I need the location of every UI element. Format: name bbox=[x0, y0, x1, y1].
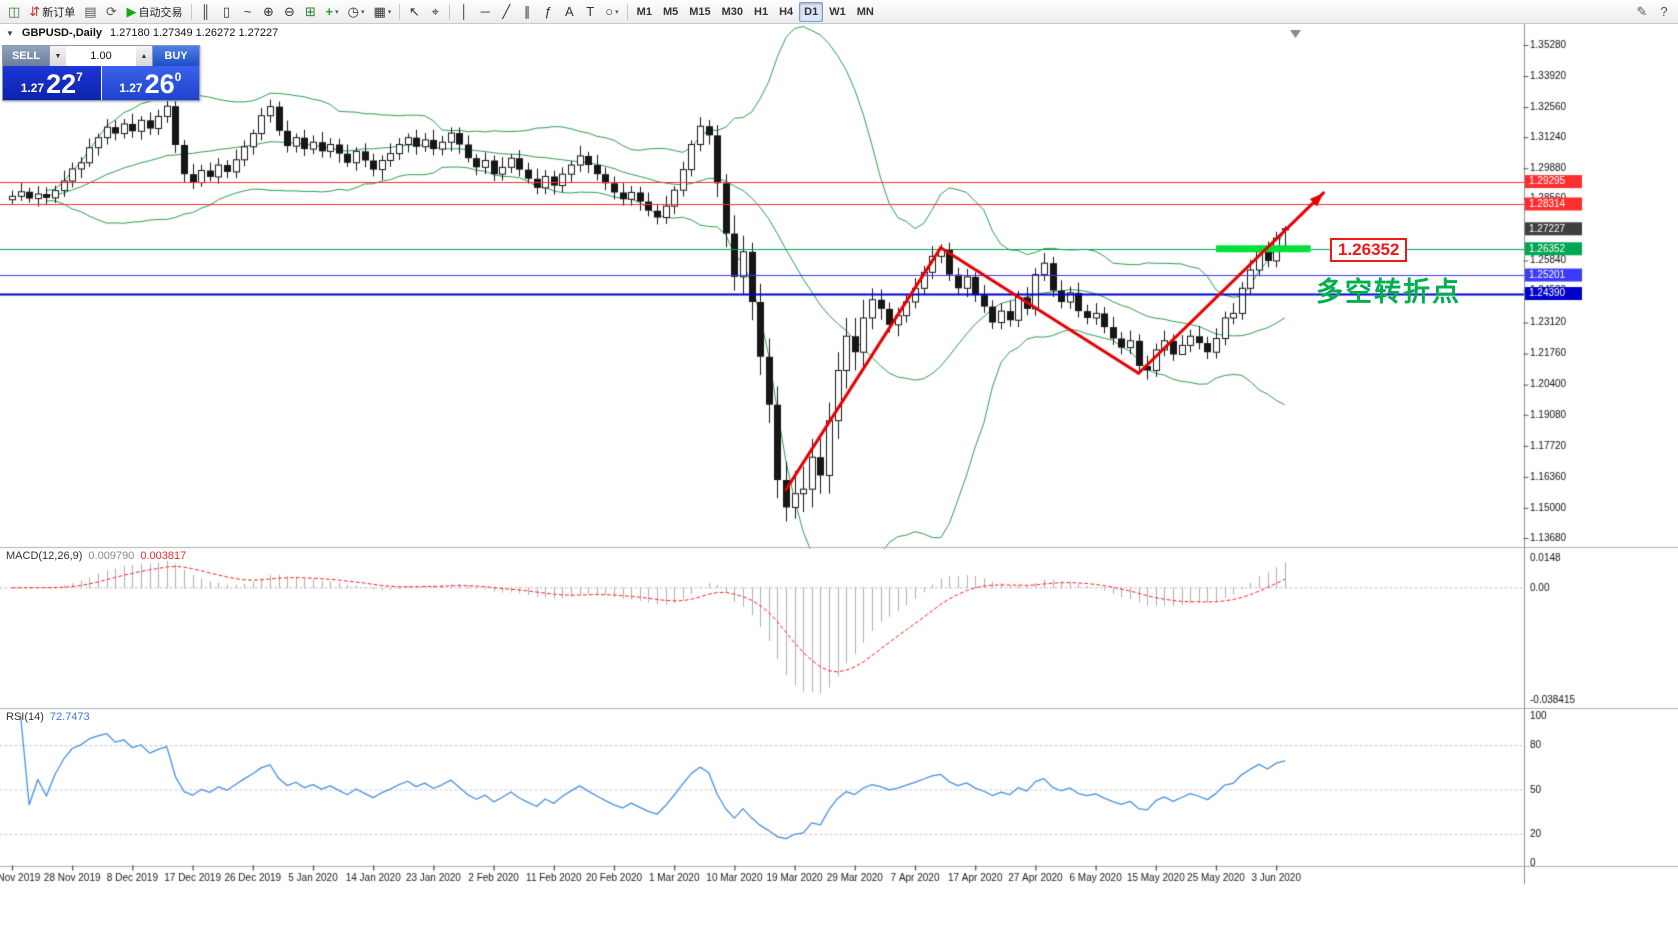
trade-panel-toggle-icon[interactable]: ▼ bbox=[6, 28, 14, 38]
sell-price-big: 22 bbox=[46, 69, 77, 99]
sell-price-sup: 7 bbox=[76, 70, 83, 84]
text-button[interactable]: A bbox=[559, 2, 579, 22]
toolbar-right-group: ✎? bbox=[1632, 2, 1674, 22]
buy-button[interactable]: BUY bbox=[153, 46, 199, 66]
buy-price-sup: 0 bbox=[174, 70, 182, 84]
macd-value: 0.009790 bbox=[88, 550, 135, 562]
volume-increase-button[interactable]: ▲ bbox=[136, 46, 152, 66]
sell-button[interactable]: SELL bbox=[3, 46, 49, 66]
line-chart-button[interactable]: ~ bbox=[238, 2, 258, 22]
tf-w1-button[interactable]: W1 bbox=[824, 2, 851, 22]
tf-mn-button[interactable]: MN bbox=[852, 2, 879, 22]
support-price-label[interactable]: 1.26352 bbox=[1330, 238, 1408, 262]
chart-canvas[interactable] bbox=[0, 24, 1678, 950]
channel-button[interactable]: ∥ bbox=[517, 2, 537, 22]
rsi-name: RSI(14) bbox=[6, 711, 44, 723]
rsi-indicator-label: RSI(14) 72.7473 bbox=[6, 711, 90, 723]
candlestick-chart-button[interactable]: ▯ bbox=[217, 2, 237, 22]
periods-button[interactable]: ◷ ▾ bbox=[344, 2, 369, 22]
toolbar-separator bbox=[190, 3, 192, 20]
toolbar-separator bbox=[626, 3, 628, 20]
vertical-line-button[interactable]: │ bbox=[454, 2, 474, 22]
volume-spinner: ▼ 1.00 ▲ bbox=[49, 46, 153, 66]
one-click-trading-panel: SELL ▼ 1.00 ▲ BUY 1.27 22 7 1.27 26 0 bbox=[2, 45, 200, 101]
edit-button[interactable]: ✎ bbox=[1632, 2, 1652, 22]
zoom-out-button[interactable]: ⊖ bbox=[280, 2, 300, 22]
auto-trading-button[interactable]: ▶ 自动交易 bbox=[123, 2, 187, 22]
new-chart-button[interactable]: ◫ bbox=[4, 2, 24, 22]
crosshair-button[interactable]: ⌖ bbox=[425, 2, 445, 22]
toolbar-separator bbox=[399, 3, 401, 20]
profiles-button[interactable]: ▤ bbox=[80, 2, 100, 22]
help-button[interactable]: ? bbox=[1654, 2, 1674, 22]
trade-panel-quotes: 1.27 22 7 1.27 26 0 bbox=[3, 66, 199, 100]
indicators-button[interactable]: + ▾ bbox=[322, 2, 343, 22]
zoom-in-button[interactable]: ⊕ bbox=[259, 2, 279, 22]
toolbar: ◫ ⇵ 新订单 ▤ ⟳ ▶ 自动交易 ║ ▯ ~ ⊕ ⊖ ⊞ + ▾ ◷ ▾ ▦ ▾ ↖ ⌖ │ ─ ╱ ∥ ƒ A T ○ ▾ M1 M5 M… bbox=[0, 0, 1678, 24]
sell-price-base: 1.27 bbox=[20, 80, 45, 95]
chart-title: ▼ GBPUSD-,Daily 1.27180 1.27349 1.26272 … bbox=[6, 27, 278, 39]
trendline-button[interactable]: ╱ bbox=[496, 2, 516, 22]
tf-m5-button[interactable]: M5 bbox=[658, 2, 683, 22]
fibonacci-button[interactable]: ƒ bbox=[538, 2, 558, 22]
sell-price-quote[interactable]: 1.27 22 7 bbox=[3, 66, 102, 100]
templates-button[interactable]: ▦ ▾ bbox=[369, 2, 395, 22]
volume-input[interactable]: 1.00 bbox=[66, 46, 136, 66]
horizontal-line-button[interactable]: ─ bbox=[475, 2, 495, 22]
new-order-button[interactable]: ⇵ 新订单 bbox=[25, 2, 79, 22]
bar-chart-button[interactable]: ║ bbox=[196, 2, 216, 22]
turning-point-annotation[interactable]: 多空转折点 bbox=[1316, 277, 1461, 307]
tf-d1-button[interactable]: D1 bbox=[799, 1, 824, 22]
trade-panel-controls: SELL ▼ 1.00 ▲ BUY bbox=[3, 46, 199, 66]
shapes-button[interactable]: ○ ▾ bbox=[601, 2, 622, 22]
rsi-value: 72.7473 bbox=[49, 711, 90, 723]
tile-windows-button[interactable]: ⊞ bbox=[301, 2, 321, 22]
tf-h1-button[interactable]: H1 bbox=[749, 2, 773, 22]
volume-decrease-button[interactable]: ▼ bbox=[50, 46, 66, 66]
toolbar-separator bbox=[449, 3, 451, 20]
macd-signal-value: 0.003817 bbox=[140, 550, 187, 562]
buy-price-quote[interactable]: 1.27 26 0 bbox=[101, 66, 199, 100]
buy-price-big: 26 bbox=[144, 69, 175, 99]
tf-h4-button[interactable]: H4 bbox=[774, 2, 798, 22]
symbol-period-label: GBPUSD-,Daily bbox=[21, 27, 102, 39]
refresh-button[interactable]: ⟳ bbox=[102, 2, 122, 22]
buy-price-base: 1.27 bbox=[119, 80, 143, 95]
macd-indicator-label: MACD(12,26,9) 0.009790 0.003817 bbox=[6, 550, 186, 562]
cursor-button[interactable]: ↖ bbox=[404, 2, 424, 22]
tf-m15-button[interactable]: M15 bbox=[684, 2, 715, 22]
ohlc-values: 1.27180 1.27349 1.26272 1.27227 bbox=[110, 27, 279, 39]
tf-m30-button[interactable]: M30 bbox=[717, 2, 748, 22]
label-button[interactable]: T bbox=[580, 2, 600, 22]
tf-m1-button[interactable]: M1 bbox=[632, 2, 657, 22]
macd-name: MACD(12,26,9) bbox=[6, 550, 83, 562]
